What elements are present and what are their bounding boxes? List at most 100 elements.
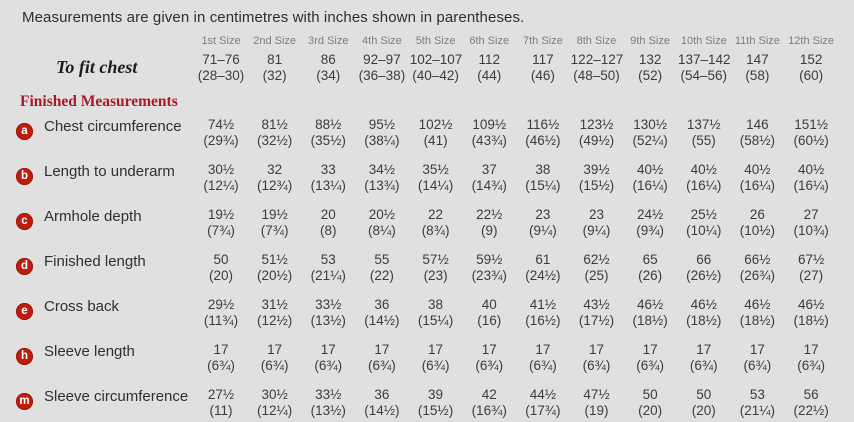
row-label: Sleeve length — [44, 343, 135, 360]
measurement-cell: 24½ (9¾) — [623, 204, 677, 249]
measurement-value: 22 — [428, 207, 444, 222]
measurement-value: (21¼) — [310, 268, 346, 283]
measurement-value: (16¼) — [739, 178, 776, 193]
measurement-value: (8) — [320, 223, 337, 238]
measurement-value: 33½ — [315, 297, 342, 312]
measurement-cell: 27 (10¾) — [784, 204, 838, 249]
measurement-cell: 17 (6¾) — [248, 339, 302, 384]
table-row: h Sleeve length 17 (6¾) 17 (6¾) 17 (6¾) 17 (6¾) 17… — [14, 339, 838, 384]
measurement-value: 27½ — [207, 387, 235, 402]
measurement-cell: 123½ (49½) — [570, 114, 624, 159]
row-letter-badge: d — [16, 258, 33, 275]
measurement-cell: 132 (52) — [623, 49, 677, 85]
size-header-spacer — [14, 27, 194, 49]
measurement-cell: 46½ (18½) — [731, 294, 785, 339]
measurement-cell: 37 (14¾) — [462, 159, 516, 204]
size-column-header: 10th Size — [680, 35, 727, 47]
measurement-value: (14½) — [364, 403, 400, 418]
measurement-cell: 40½ (16¼) — [623, 159, 677, 204]
measurement-cell: 34½ (13¾) — [355, 159, 409, 204]
measurement-value: 117 — [532, 52, 554, 67]
measurement-value: 17 — [481, 342, 497, 357]
measurement-value: (25) — [584, 268, 609, 283]
measurement-cell: 30½ (12¼) — [194, 159, 248, 204]
measurement-value: 61 — [535, 252, 551, 267]
section-heading-row: Finished Measurements — [14, 85, 838, 114]
measurement-value: (6¾) — [636, 358, 665, 373]
measurement-value: 23 — [588, 207, 604, 222]
measurement-cell: 22 (8¾) — [409, 204, 463, 249]
measurement-value: (6¾) — [207, 358, 235, 373]
measurement-value: 33½ — [315, 387, 342, 402]
measurement-value: (58) — [745, 68, 770, 83]
measurement-value: 35½ — [422, 162, 449, 177]
row-letter-badge: c — [16, 213, 33, 230]
measurement-cell: 152 (60) — [784, 49, 838, 85]
measurement-cell: 102½ (41) — [409, 114, 463, 159]
measurement-value: (18½) — [632, 313, 668, 328]
measurement-cell: 61 (24½) — [516, 249, 570, 294]
measurement-value: 37 — [481, 162, 497, 177]
measurement-cell: 22½ (9) — [462, 204, 516, 249]
measurement-value: 17 — [213, 342, 229, 357]
measurement-cell: 17 (6¾) — [570, 339, 624, 384]
measurement-value: (9¼) — [528, 223, 557, 238]
size-column-header: 12th Size — [788, 35, 835, 47]
measurement-value: 88½ — [315, 117, 342, 132]
measurement-value: (24½) — [525, 268, 561, 283]
measurement-cell: 30½ (12¼) — [248, 384, 302, 422]
row-label-cell: h Sleeve length — [14, 339, 194, 384]
measurement-value: (17¾) — [525, 403, 561, 418]
measurement-value: 34½ — [368, 162, 396, 177]
measurement-value: 62½ — [583, 252, 610, 267]
measurement-value: (46½) — [525, 133, 561, 148]
measurement-value: (40–42) — [412, 68, 459, 83]
size-header-row: 1st Size 2nd Size 3rd Size 4th Size 5th Size… — [14, 27, 838, 49]
measurement-value: 109½ — [472, 117, 507, 132]
measurement-value: 19½ — [261, 207, 288, 222]
measurement-value: (12¼) — [203, 178, 239, 193]
measurement-value: 24½ — [636, 207, 664, 222]
measurement-value: (11) — [209, 403, 233, 418]
measurement-cell: 62½ (25) — [570, 249, 624, 294]
row-letter-badge: m — [16, 393, 33, 410]
measurement-value: 40½ — [636, 162, 664, 177]
measurement-cell: 46½ (18½) — [784, 294, 838, 339]
measurement-value: 71–76 — [202, 52, 240, 67]
measurement-value: 146 — [746, 117, 769, 132]
measurement-cell: 50 (20) — [194, 249, 248, 294]
measurement-value: (6¾) — [368, 358, 396, 373]
measurement-value: (6¾) — [421, 358, 450, 373]
measurement-value: 17 — [803, 342, 819, 357]
measurement-cell: 137½ (55) — [677, 114, 731, 159]
measurement-cell: 41½ (16½) — [516, 294, 570, 339]
measurement-value: 36 — [374, 297, 390, 312]
measurement-value: (10¼) — [686, 223, 722, 238]
measurement-value: (20) — [209, 268, 234, 283]
row-label-cell: d Finished length — [14, 249, 194, 294]
measurement-value: (58½) — [739, 133, 776, 148]
measurement-value: (16) — [477, 313, 502, 328]
measurement-value: (20½) — [257, 268, 293, 283]
measurement-value: (22½) — [793, 403, 829, 418]
measurement-value: 66 — [696, 252, 712, 267]
measurement-value: 81 — [267, 52, 283, 67]
measurement-value: 31½ — [261, 297, 288, 312]
measurement-cell: 27½ (11) — [194, 384, 248, 422]
measurement-value: 36 — [374, 387, 390, 402]
measurement-value: 59½ — [476, 252, 503, 267]
row-label: Cross back — [44, 298, 120, 315]
measurement-cell: 17 (6¾) — [194, 339, 248, 384]
row-letter-badge: h — [16, 348, 33, 365]
measurement-value: (15½) — [417, 403, 454, 418]
measurement-value: 17 — [267, 342, 283, 357]
measurement-value: 39½ — [583, 162, 610, 177]
measurement-cell: 17 (6¾) — [462, 339, 516, 384]
measurement-value: 147 — [746, 52, 769, 67]
measurement-value: 40 — [481, 297, 497, 312]
measurement-value: 95½ — [368, 117, 396, 132]
measurement-cell: 71–76 (28–30) — [194, 49, 248, 85]
measurement-cell: 36 (14½) — [355, 294, 409, 339]
measurement-value: 40½ — [690, 162, 717, 177]
measurement-value: (13½) — [310, 403, 346, 418]
